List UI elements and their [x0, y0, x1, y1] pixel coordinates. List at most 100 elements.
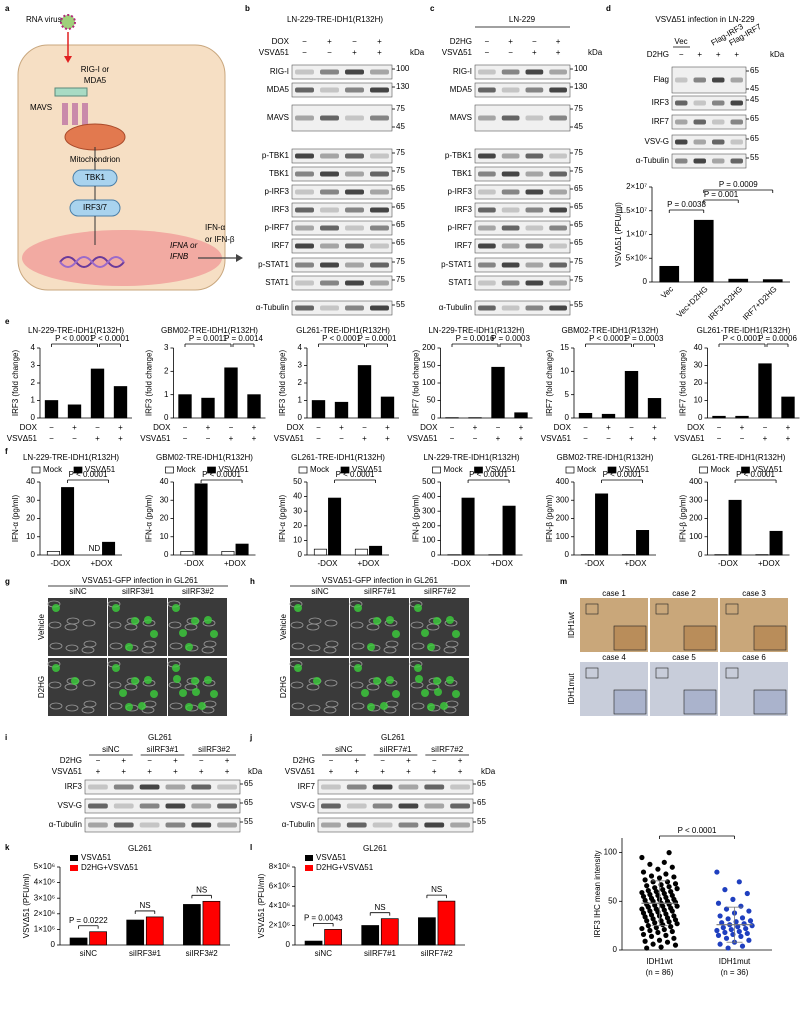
y-tick-label: 10 — [560, 366, 569, 375]
blot-band — [730, 119, 743, 125]
data-point — [723, 906, 730, 912]
legend-swatch — [70, 865, 78, 871]
bar — [418, 917, 436, 946]
gfp-signal — [373, 677, 381, 685]
label: α-Tubulin — [256, 303, 289, 312]
label: IDH1wt — [567, 611, 576, 638]
y-axis-label: VSVΔ51 (PFU/ml) — [22, 873, 31, 938]
chart-title: LN-229-TRE-IDH1(R132H) — [428, 326, 524, 335]
legend-label: VSVΔ51 — [316, 853, 347, 862]
data-point — [728, 926, 734, 933]
label: kDa — [410, 48, 425, 57]
cell-texture — [445, 640, 459, 648]
blot-band — [478, 262, 496, 268]
label: + — [229, 434, 234, 443]
blot-band — [113, 822, 134, 828]
roi — [725, 603, 739, 615]
y-tick-label: 0 — [643, 277, 648, 286]
label: 75 — [396, 275, 405, 284]
y-tick-label: 50 — [427, 396, 436, 405]
blot-frame — [474, 202, 571, 218]
y-tick-label: 1 — [31, 396, 36, 405]
y-tick-label: 0 — [298, 413, 303, 422]
x-tick-label: Vec — [659, 285, 675, 301]
blot-band — [549, 262, 567, 268]
blot-band — [372, 822, 393, 828]
blot-band — [345, 153, 364, 159]
y-tick-label: 200 — [422, 343, 436, 352]
label: − — [147, 756, 152, 765]
blot-band — [549, 87, 567, 93]
chart-title: GL261-TRE-IDH1(R132H) — [291, 453, 385, 462]
chart-title: GL261 — [363, 844, 388, 853]
label: siIRF7#2 — [431, 745, 464, 754]
y-tick-label: 30 — [160, 495, 169, 504]
blot-band — [370, 207, 389, 213]
label: − — [316, 434, 321, 443]
y-axis-label: IFN-β (pg/ml) — [545, 495, 554, 543]
label: p-IRF7 — [448, 223, 473, 232]
y-tick-label: 2 — [31, 378, 36, 387]
label: case 4 — [602, 653, 626, 662]
label: − — [508, 48, 513, 57]
blot-band — [345, 225, 364, 231]
label: − — [485, 48, 490, 57]
y-tick-label: 150 — [422, 361, 436, 370]
blot-band — [501, 243, 520, 249]
mavs — [72, 103, 78, 125]
blot-band — [525, 262, 544, 268]
blot-band — [675, 77, 688, 83]
data-point — [642, 897, 648, 903]
data-point — [648, 933, 655, 939]
data-point — [739, 915, 746, 921]
gfp-signal — [313, 677, 321, 685]
data-point — [746, 908, 752, 914]
bar — [728, 499, 742, 556]
blot-band — [295, 262, 314, 268]
label: + — [362, 434, 367, 443]
chart-title: LN-229-TRE-IDH1(R132H) — [423, 453, 519, 462]
data-point — [639, 889, 645, 896]
y-axis-label: VSVΔ51 (PFU/ml) — [614, 202, 623, 267]
blot-frame — [291, 82, 393, 98]
blot-band — [295, 207, 314, 213]
gfp-signal — [192, 688, 200, 696]
label: 45 — [396, 122, 405, 131]
label: 65 — [396, 184, 405, 193]
data-point — [669, 892, 675, 899]
blot-band — [478, 225, 496, 231]
label: 100 — [574, 64, 588, 73]
chart-title: GBM02-TRE-IDH1(R132H) — [156, 453, 253, 462]
label: 65 — [477, 798, 486, 807]
chart-title: GL261-TRE-IDH1(R132H) — [697, 326, 791, 335]
y-tick-label: 400 — [556, 477, 570, 486]
blot-band — [372, 784, 393, 790]
gfp-signal — [52, 664, 60, 672]
label: siNC — [102, 745, 120, 754]
data-point — [647, 927, 653, 934]
blot-band — [525, 243, 544, 249]
y-tick-label: 0 — [286, 940, 291, 949]
data-point — [744, 930, 750, 937]
label: p-TBK1 — [262, 151, 290, 160]
legend-swatch — [607, 466, 617, 474]
data-point — [672, 942, 679, 948]
blot-frame — [317, 817, 474, 833]
data-point — [671, 874, 677, 880]
blot-band — [675, 139, 688, 145]
blot-band — [165, 784, 186, 790]
label: 130 — [574, 82, 588, 91]
bar — [324, 929, 342, 946]
cell-texture — [324, 619, 338, 627]
blot-band — [712, 158, 725, 164]
label: 130 — [396, 82, 410, 91]
cell-texture — [48, 621, 62, 629]
blot-band — [370, 262, 389, 268]
data-point — [655, 866, 661, 872]
y-tick-label: 30 — [26, 495, 35, 504]
annotation: NS — [431, 885, 442, 894]
annotation: P = 0.0016 — [456, 334, 495, 343]
label: 65 — [396, 238, 405, 247]
data-point — [666, 850, 672, 856]
